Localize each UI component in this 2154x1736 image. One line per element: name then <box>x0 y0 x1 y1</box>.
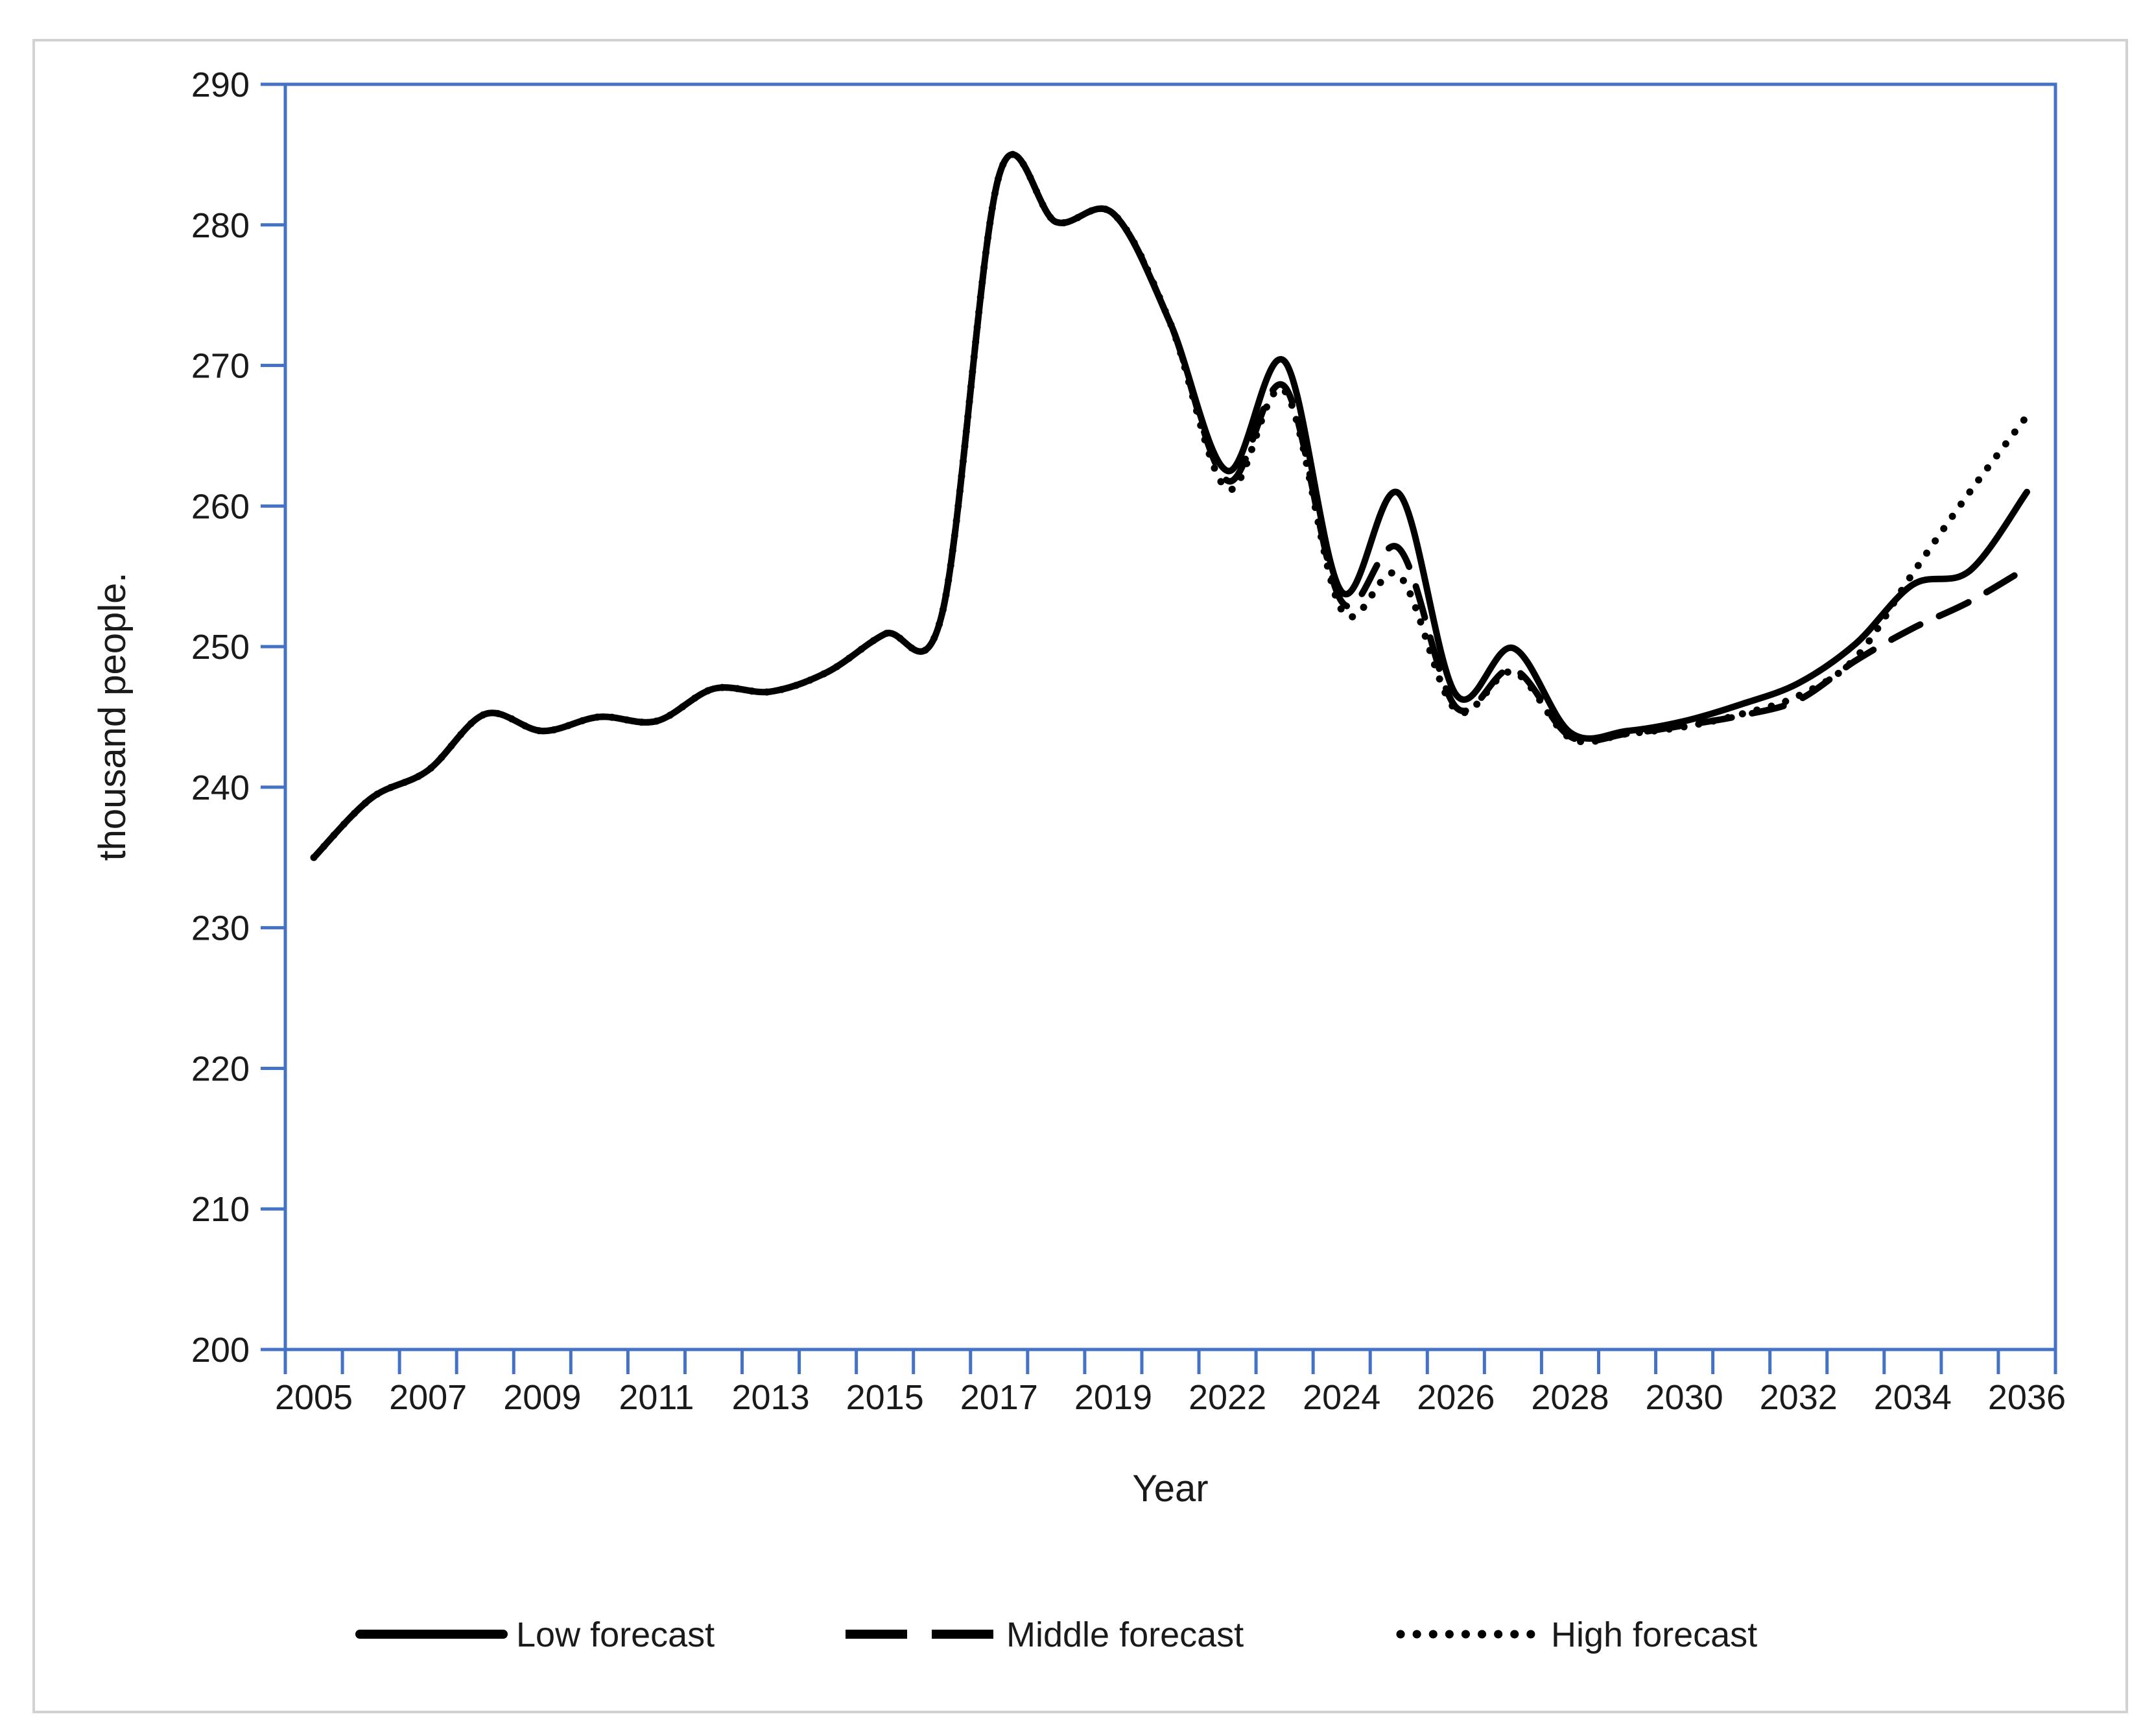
x-tick-label: 2030 <box>1646 1378 1723 1417</box>
y-axis-title: thousand people. <box>91 572 134 861</box>
legend: Low forecast Middle forecast High foreca… <box>355 1615 1757 1654</box>
y-tick-label: 230 <box>191 909 250 948</box>
series-line-low-forecast <box>311 151 2030 861</box>
x-tick-label: 2005 <box>275 1378 353 1417</box>
x-tick-label: 2007 <box>389 1378 467 1417</box>
x-tick-label: 2017 <box>960 1378 1038 1417</box>
y-tick-label: 260 <box>191 487 250 526</box>
x-tick-label: 2028 <box>1531 1378 1609 1417</box>
x-tick-label: 2036 <box>1988 1378 2066 1417</box>
legend-label-low-forecast: Low forecast <box>516 1615 715 1654</box>
x-axis-title: Year <box>1132 1468 1208 1510</box>
y-tick-label: 210 <box>191 1190 250 1229</box>
y-tick-label: 220 <box>191 1049 250 1088</box>
axes: 290 280 270 260 250 240 230 220 210 200 2005 2007 20… <box>191 65 2066 1417</box>
x-tick-label: 2034 <box>1874 1378 1952 1417</box>
y-tick-label: 240 <box>191 768 250 807</box>
series-line-high-forecast <box>310 150 2031 861</box>
x-tick-label: 2009 <box>503 1378 581 1417</box>
series-line-middle-forecast <box>311 151 2030 861</box>
y-tick-label: 280 <box>191 206 250 245</box>
y-tick-label: 200 <box>191 1331 250 1370</box>
series-lines <box>310 150 2031 861</box>
x-tick-label: 2032 <box>1760 1378 1838 1417</box>
plot-area-border <box>283 82 2057 1351</box>
figure-border <box>32 39 2128 1713</box>
y-tick-label: 270 <box>191 347 250 386</box>
legend-label-middle-forecast: Middle forecast <box>1006 1615 1244 1654</box>
legend-label-high-forecast: High forecast <box>1551 1615 1757 1654</box>
x-tick-label: 2019 <box>1074 1378 1152 1417</box>
x-tick-label: 2011 <box>619 1378 694 1417</box>
y-tick-label: 290 <box>191 65 250 104</box>
x-tick-label: 2024 <box>1303 1378 1380 1417</box>
x-tick-label: 2013 <box>731 1378 809 1417</box>
x-tick-label: 2022 <box>1189 1378 1266 1417</box>
x-tick-label: 2015 <box>846 1378 924 1417</box>
y-tick-label: 250 <box>191 628 250 667</box>
x-tick-label: 2026 <box>1417 1378 1495 1417</box>
